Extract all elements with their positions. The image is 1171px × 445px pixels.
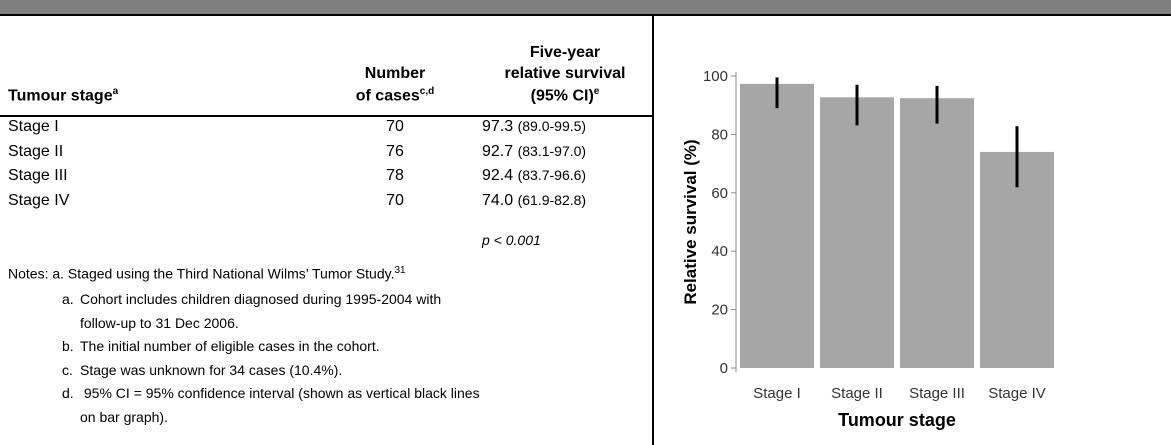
header-sup: e	[593, 86, 600, 97]
note-text: 95% CI = 95% confidence interval (shown …	[80, 385, 480, 401]
note-text: Stage was unknown for 34 cases (10.4%).	[80, 361, 343, 378]
survival-ci: (83.7-96.6)	[517, 167, 587, 183]
header-text: Five-year	[529, 44, 601, 61]
y-tick-label: 80	[711, 126, 728, 143]
header-sup: a	[112, 86, 119, 97]
x-tick-label: Stage I	[753, 385, 801, 402]
x-tick-label: Stage II	[831, 385, 883, 402]
column-header: Five-year	[415, 44, 715, 62]
note-text: The initial number of eligible cases in …	[80, 338, 380, 354]
p-value: p < 0.001	[482, 232, 541, 248]
bar	[900, 98, 974, 368]
note-letter: d.	[62, 385, 74, 401]
y-tick-label: 60	[711, 185, 728, 202]
header-text: Tumour stage	[8, 87, 113, 105]
cases-cell: 76	[386, 142, 404, 160]
y-tick-label: 40	[711, 243, 728, 260]
stage-cell: Stage III	[8, 167, 68, 184]
survival-cell: 92.4 (83.7-96.6)	[482, 167, 586, 185]
bar	[980, 151, 1054, 368]
x-tick-label: Stage IV	[988, 385, 1046, 402]
y-tick-label: 100	[703, 68, 728, 85]
cases-cell: 70	[386, 191, 404, 209]
header-text: of cases	[355, 87, 420, 105]
notes-line: Notes: a. Staged using the Third Nationa…	[8, 265, 406, 282]
header-text: Number	[364, 65, 426, 82]
header-text: relative survival	[504, 65, 626, 82]
notes-text: a. Staged using the Third National Wilms…	[52, 265, 395, 282]
survival-ci: (89.0-99.5)	[517, 118, 587, 134]
survival-cell: 74.0 (61.9-82.8)	[482, 192, 586, 210]
notes-label: Notes:	[8, 265, 49, 282]
stage-cell: Stage I	[8, 118, 59, 135]
y-tick-label: 20	[711, 302, 728, 319]
stage-cell: Stage II	[8, 142, 64, 160]
header-sup: c,d	[419, 86, 435, 97]
note-text: Cohort includes children diagnosed durin…	[80, 291, 442, 307]
survival-value: 97.3	[482, 118, 514, 135]
survival-value: 74.0	[482, 191, 514, 209]
survival-ci: (61.9-82.8)	[517, 191, 587, 208]
survival-cell: 92.7 (83.1-97.0)	[482, 143, 586, 161]
note-text: on bar graph).	[80, 408, 168, 425]
header-bar	[0, 0, 1171, 16]
note-letter: a.	[62, 291, 74, 307]
bar	[820, 97, 894, 368]
survival-ci: (83.1-97.0)	[517, 142, 587, 159]
notes-ref: 31	[394, 265, 406, 276]
note-letter: c.	[62, 361, 73, 378]
x-tick-label: Stage III	[909, 385, 965, 402]
survival-value: 92.7	[482, 142, 514, 160]
cases-cell: 78	[386, 167, 404, 184]
cases-cell: 70	[386, 118, 404, 135]
divider	[652, 16, 654, 445]
y-tick-label: 0	[720, 360, 728, 377]
stage-cell: Stage IV	[8, 191, 70, 209]
note-text: follow-up to 31 Dec 2006.	[80, 314, 239, 331]
column-header: Number	[245, 65, 545, 83]
survival-value: 92.4	[482, 167, 514, 184]
bar	[740, 83, 814, 368]
x-axis-label: Tumour stage	[838, 410, 956, 430]
note-letter: b.	[62, 338, 74, 354]
survival-cell: 97.3 (89.0-99.5)	[482, 118, 586, 136]
column-header: Tumour stagea	[8, 86, 118, 105]
column-header: (95% CI)e	[415, 86, 715, 105]
column-header: of casesc,d	[245, 86, 545, 105]
column-header: relative survival	[415, 65, 715, 83]
y-axis-label: Relative survival (%)	[681, 139, 700, 304]
header-rule	[0, 115, 652, 117]
header-text: (95% CI)	[530, 87, 594, 105]
